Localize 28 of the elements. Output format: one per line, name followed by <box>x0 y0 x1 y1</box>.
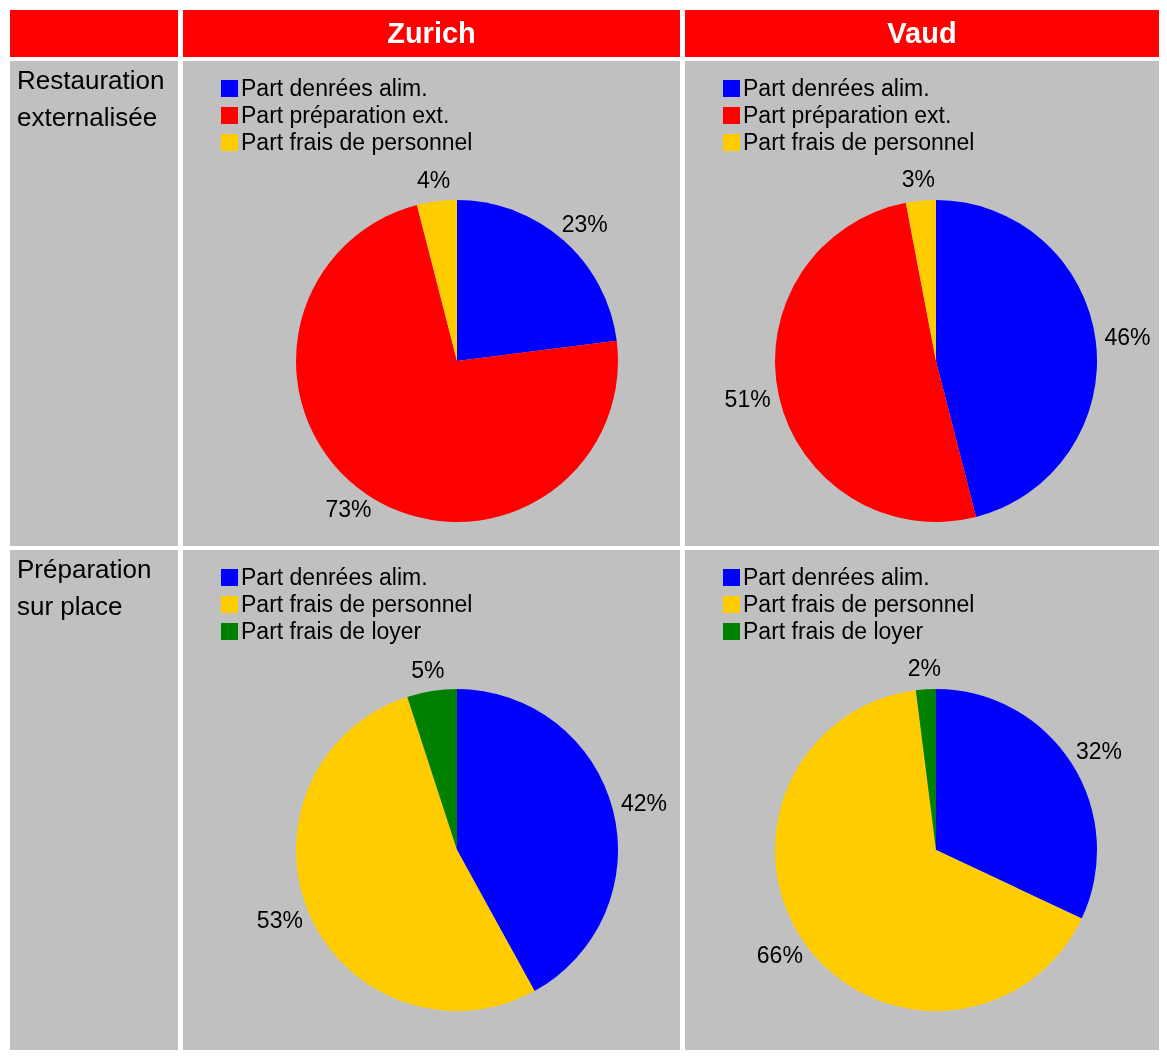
chart-title: Vaud <box>887 17 957 50</box>
legend-label: Part frais de personnel <box>743 129 975 156</box>
data-label: 4% <box>416 166 451 193</box>
legend-label: Part préparation ext. <box>743 102 952 129</box>
data-label: 2% <box>907 654 941 681</box>
legend-label: Part frais de personnel <box>743 591 975 618</box>
text: Restauration externalisée <box>16 64 166 134</box>
data-label: 46% <box>1104 323 1151 350</box>
legend-label: Part frais de personnel <box>241 591 473 618</box>
data-label: 3% <box>901 166 936 193</box>
legend-label: Part frais de loyer <box>743 618 924 645</box>
legend-label: Part denrées alim. <box>743 564 930 591</box>
legend-label: Part préparation ext. <box>241 102 450 129</box>
data-label: 53% <box>256 907 303 934</box>
data-label: 73% <box>325 496 372 523</box>
legend-label: Part denrées alim. <box>241 564 428 591</box>
legend-label: Part frais de loyer <box>241 618 422 645</box>
text: Préparation sur place <box>16 553 153 623</box>
data-label: 32% <box>1075 738 1122 765</box>
data-label: 51% <box>724 385 771 412</box>
legend-label: Part denrées alim. <box>743 75 930 102</box>
data-label: 5% <box>411 656 445 683</box>
chart-title: Zurich <box>387 17 476 50</box>
data-label: 42% <box>620 790 667 817</box>
legend-label: Part denrées alim. <box>241 75 428 102</box>
data-label: 23% <box>561 210 608 237</box>
data-label: 66% <box>756 941 803 968</box>
legend-label: Part frais de personnel <box>241 129 473 156</box>
